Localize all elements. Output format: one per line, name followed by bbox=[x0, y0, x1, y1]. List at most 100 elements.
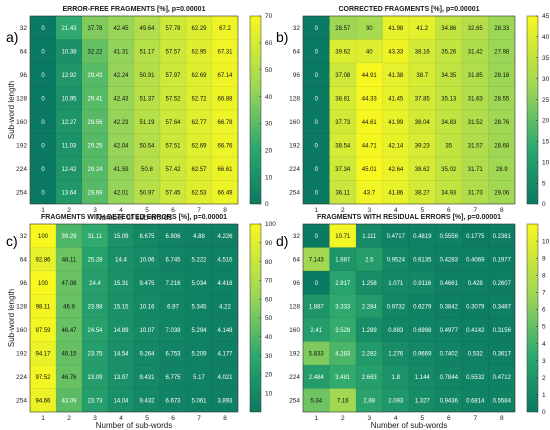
y-tick-label: 160 bbox=[16, 119, 27, 126]
cell-value-label: 42.45 bbox=[113, 26, 129, 32]
cell-value-label: 0 bbox=[41, 167, 45, 173]
cell-value-label: 0 bbox=[315, 49, 319, 55]
cell-value-label: 4.516 bbox=[217, 257, 233, 263]
y-tick-label: 96 bbox=[293, 72, 301, 79]
cell-value-label: 2.41 bbox=[310, 328, 322, 334]
cell-value-label: 57.64 bbox=[165, 120, 181, 126]
cell-value-label: 2.917 bbox=[335, 281, 351, 287]
x-tick-label: 7 bbox=[197, 415, 201, 422]
x-tick-label: 8 bbox=[223, 415, 227, 422]
y-tick-label: 224 bbox=[289, 166, 300, 173]
x-tick-label: 3 bbox=[367, 415, 371, 422]
cell-value-label: 3.333 bbox=[335, 304, 351, 310]
panel-title: CORRECTED FRAGMENTS [%], p=0.00001 bbox=[339, 6, 480, 13]
y-axis-label: Sub-word length bbox=[7, 81, 16, 139]
cell-value-label: 0 bbox=[41, 190, 45, 196]
cell-value-label: 15.09 bbox=[113, 234, 129, 240]
cell-value-label: 2.093 bbox=[388, 398, 404, 404]
cell-value-label: 29.41 bbox=[87, 96, 103, 102]
cell-value-label: 39.23 bbox=[415, 143, 431, 149]
cell-value-label: 7.216 bbox=[165, 281, 181, 287]
cell-value-label: 41.86 bbox=[388, 190, 404, 196]
cell-value-label: 46.9 bbox=[63, 304, 75, 310]
cell-value-label: 35 bbox=[445, 143, 452, 149]
colorbar-tick-label: 5 bbox=[542, 180, 546, 187]
cell-value-label: 46.15 bbox=[61, 351, 77, 357]
cell-value-label: 5.034 bbox=[191, 281, 207, 287]
cell-value-label: 35.13 bbox=[441, 96, 457, 102]
cell-value-label: 62.57 bbox=[191, 167, 207, 173]
colorbar-tick-label: 50 bbox=[265, 67, 273, 74]
cell-value-label: 36.11 bbox=[335, 190, 350, 196]
cell-value-label: 0.883 bbox=[388, 328, 404, 334]
cell-value-label: 0.532 bbox=[468, 351, 484, 357]
cell-value-label: 66.88 bbox=[217, 96, 233, 102]
colorbar-tick-label: 1 bbox=[542, 392, 546, 399]
cell-value-label: 0 bbox=[41, 143, 45, 149]
cell-value-label: 57.42 bbox=[165, 167, 181, 173]
colorbar-tick-label: 30 bbox=[542, 76, 550, 83]
x-axis-label: Number of sub-words bbox=[96, 213, 172, 222]
cell-value-label: 13.64 bbox=[61, 190, 77, 196]
y-tick-label: 224 bbox=[289, 374, 300, 381]
cell-value-label: 12.42 bbox=[61, 167, 77, 173]
cell-value-label: 34.93 bbox=[441, 190, 457, 196]
y-tick-label: 224 bbox=[16, 166, 27, 173]
cell-value-label: 37.34 bbox=[335, 167, 351, 173]
cell-value-label: 0.9524 bbox=[387, 257, 406, 263]
colorbar-tick-label: 70 bbox=[265, 278, 273, 285]
cell-value-label: 0 bbox=[41, 26, 45, 32]
cell-value-label: 10.38 bbox=[61, 49, 77, 55]
cell-value-label: 34.35 bbox=[441, 73, 457, 79]
plot-frame bbox=[302, 223, 516, 413]
colorbar-tick-label: 10 bbox=[265, 174, 273, 181]
y-tick-label: 96 bbox=[20, 72, 28, 79]
x-tick-label: 2 bbox=[67, 415, 71, 422]
cell-value-label: 2.484 bbox=[309, 375, 325, 381]
y-tick-label: 128 bbox=[289, 303, 300, 310]
cell-value-label: 0.4717 bbox=[387, 234, 406, 240]
cell-value-label: 0 bbox=[315, 143, 319, 149]
cell-value-label: 29.24 bbox=[87, 167, 103, 173]
cell-value-label: 38.7 bbox=[416, 73, 428, 79]
cell-value-label: 14.89 bbox=[113, 328, 129, 334]
cell-value-label: 51.17 bbox=[139, 49, 155, 55]
cell-value-label: 66.76 bbox=[217, 143, 233, 149]
y-tick-label: 96 bbox=[20, 280, 28, 287]
cell-value-label: 0 bbox=[315, 234, 319, 240]
cell-value-label: 3.528 bbox=[335, 328, 351, 334]
cell-value-label: 34.83 bbox=[441, 120, 457, 126]
x-tick-label: 1 bbox=[314, 207, 318, 214]
cell-value-label: 42.24 bbox=[113, 73, 129, 79]
y-tick-label: 192 bbox=[289, 142, 300, 149]
cell-value-label: 92.86 bbox=[35, 257, 51, 263]
cell-value-label: 0 bbox=[315, 73, 319, 79]
x-tick-label: 6 bbox=[171, 415, 175, 422]
cell-value-label: 41.45 bbox=[388, 96, 404, 102]
cell-value-label: 0.4819 bbox=[413, 234, 432, 240]
x-tick-label: 3 bbox=[93, 207, 97, 214]
cell-value-label: 44.33 bbox=[362, 96, 378, 102]
y-tick-label: 32 bbox=[293, 25, 301, 32]
cell-value-label: 57.57 bbox=[165, 49, 181, 55]
colorbar-tick-label: 20 bbox=[265, 372, 273, 379]
y-tick-label: 192 bbox=[16, 142, 27, 149]
x-tick-label: 7 bbox=[473, 415, 477, 422]
cell-value-label: 5.833 bbox=[309, 351, 325, 357]
colorbar-tick-label: 35 bbox=[542, 55, 550, 62]
y-tick-label: 32 bbox=[20, 25, 28, 32]
cell-value-label: 4.22 bbox=[219, 304, 231, 310]
cell-value-label: 50.91 bbox=[139, 73, 155, 79]
cell-value-label: 1.111 bbox=[362, 234, 377, 240]
x-tick-label: 5 bbox=[420, 415, 424, 422]
cell-value-label: 6.745 bbox=[165, 257, 181, 263]
plot-frame bbox=[29, 223, 239, 413]
cell-value-label: 6.775 bbox=[165, 375, 181, 381]
cell-value-label: 38.62 bbox=[415, 167, 431, 173]
cell-value-label: 0 bbox=[41, 120, 45, 126]
colorbar-tick-label: 50 bbox=[265, 315, 273, 322]
x-tick-label: 3 bbox=[367, 207, 371, 214]
y-tick-label: 160 bbox=[289, 327, 300, 334]
cell-value-label: 9.475 bbox=[139, 281, 155, 287]
